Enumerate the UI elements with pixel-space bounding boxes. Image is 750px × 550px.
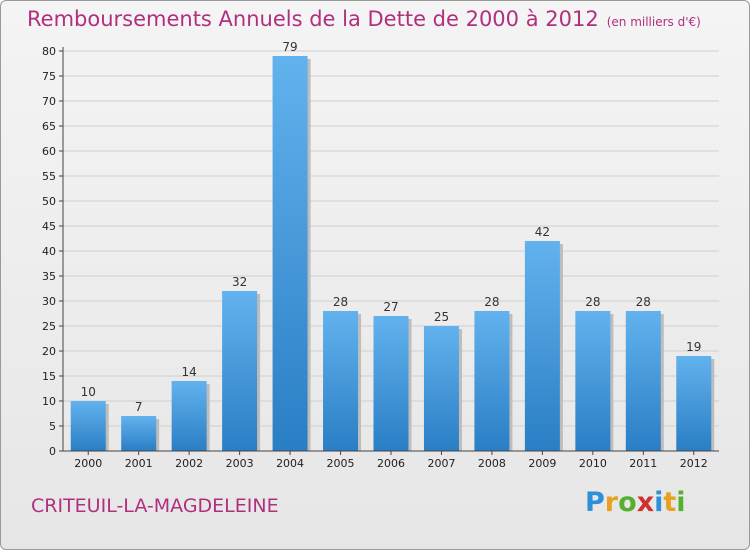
bar — [272, 56, 308, 451]
bar — [474, 311, 510, 451]
bar — [625, 311, 661, 451]
y-tick-label: 60 — [42, 145, 56, 158]
title-text: Remboursements Annuels de la Dette de 20… — [27, 7, 599, 31]
y-tick-label: 45 — [42, 220, 56, 233]
x-tick-label: 2010 — [579, 457, 607, 470]
y-tick-label: 75 — [42, 70, 56, 83]
bar — [524, 241, 560, 451]
bar-value-label: 14 — [182, 365, 197, 379]
y-tick-label: 50 — [42, 195, 56, 208]
bar — [323, 311, 359, 451]
x-tick-label: 2008 — [478, 457, 506, 470]
bar-value-label: 28 — [636, 295, 651, 309]
proxiti-logo: Proxiti — [585, 487, 686, 518]
place-name: CRITEUIL-LA-MAGDELEINE — [31, 495, 279, 517]
bar — [676, 356, 712, 451]
y-tick-label: 15 — [42, 370, 56, 383]
x-tick-label: 2009 — [528, 457, 556, 470]
y-tick-label: 40 — [42, 245, 56, 258]
bar-value-label: 32 — [232, 275, 247, 289]
bar-value-label: 28 — [333, 295, 348, 309]
bar-value-label: 28 — [484, 295, 499, 309]
x-tick-label: 2003 — [226, 457, 254, 470]
x-tick-label: 2001 — [125, 457, 153, 470]
labels: 0 5 10 15 20 25 30 35 40 45 50 55 60 65 70 75 80 10 2000 7 2… — [42, 40, 708, 470]
x-tick-label: 2000 — [74, 457, 102, 470]
x-tick-label: 2012 — [680, 457, 708, 470]
y-tick-label: 5 — [49, 420, 56, 433]
axes — [59, 47, 719, 455]
bars — [70, 56, 715, 451]
logo-letter: i — [676, 487, 686, 518]
bar-value-label: 27 — [383, 300, 398, 314]
bar — [373, 316, 409, 451]
y-tick-label: 65 — [42, 120, 56, 133]
logo-letter: o — [618, 487, 637, 518]
y-tick-label: 10 — [42, 395, 56, 408]
x-tick-label: 2011 — [629, 457, 657, 470]
logo-letter: P — [585, 487, 605, 518]
bar — [171, 381, 207, 451]
logo-letter: r — [604, 487, 619, 518]
bar-value-label: 19 — [686, 340, 701, 354]
bar-value-label: 42 — [535, 225, 550, 239]
bar-value-label: 25 — [434, 310, 449, 324]
x-tick-label: 2002 — [175, 457, 203, 470]
y-tick-label: 70 — [42, 95, 56, 108]
x-tick-label: 2007 — [427, 457, 455, 470]
bar-value-label: 10 — [81, 385, 96, 399]
y-tick-label: 55 — [42, 170, 56, 183]
bar — [222, 291, 258, 451]
chart-subtitle: (en milliers d'€) — [606, 15, 701, 29]
x-tick-label: 2005 — [327, 457, 355, 470]
y-tick-label: 80 — [42, 45, 56, 58]
y-tick-label: 0 — [49, 445, 56, 458]
bar — [575, 311, 611, 451]
bar-value-label: 79 — [282, 40, 297, 54]
y-tick-label: 20 — [42, 345, 56, 358]
y-tick-label: 35 — [42, 270, 56, 283]
logo-letter: t — [663, 487, 677, 518]
logo-letter: x — [636, 487, 655, 518]
x-tick-label: 2006 — [377, 457, 405, 470]
bar-value-label: 28 — [585, 295, 600, 309]
x-tick-label: 2004 — [276, 457, 304, 470]
y-tick-label: 25 — [42, 320, 56, 333]
bar-value-label: 7 — [135, 400, 143, 414]
bar — [121, 416, 157, 451]
chart-title: Remboursements Annuels de la Dette de 20… — [27, 7, 701, 31]
logo-letter: i — [654, 487, 664, 518]
bar — [70, 401, 106, 451]
bar — [423, 326, 459, 451]
y-tick-label: 30 — [42, 295, 56, 308]
